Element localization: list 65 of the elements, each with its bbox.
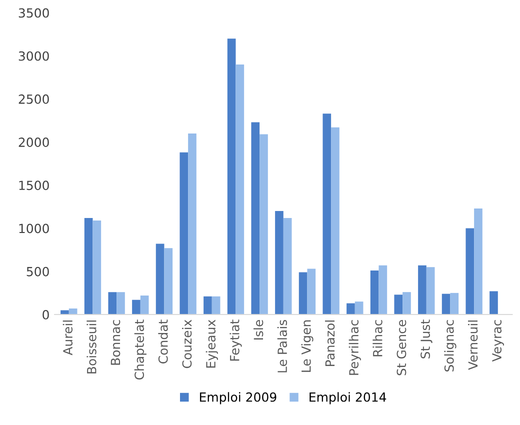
x-tick-label: Le Palais [277,320,288,372]
y-tick-label: 0 [42,310,49,320]
bar [298,272,308,314]
y-tick-label: 3000 [18,51,49,61]
x-tick-label: Chaptelat [134,320,146,380]
bar [418,265,426,314]
bar [108,292,117,314]
x-tick-label: Eyjeaux [206,320,218,368]
bar [322,114,332,314]
x-tick-label: Le Vigen [301,320,314,372]
y-tick-label: 2500 [18,94,49,104]
bar [474,208,482,314]
x-tick-label: Bonnac [110,320,120,365]
bar [260,134,268,314]
bar [307,268,316,314]
bar [450,292,459,314]
x-tick-label: Boisseuil [86,320,96,374]
bar [227,38,236,314]
bar [164,248,173,314]
x-tick-label: Condat [158,320,168,364]
bar [116,292,125,314]
bar [132,300,140,314]
x-tick-label: Isle [254,320,264,340]
bar [394,294,403,314]
x-tick-label: Feytiat [230,320,242,361]
bar [275,211,284,314]
bar [402,292,411,314]
bar [251,122,260,314]
x-tick-label: Veyrac [492,320,504,362]
x-tick-label: Rilhac [372,320,382,356]
bar [466,228,474,314]
y-tick-label: 1000 [19,224,49,234]
y-tick-label: 500 [26,266,49,276]
bar [346,303,355,314]
legend-label: Emploi 2014 [310,392,386,404]
y-tick-label: 3500 [18,8,49,18]
bar [84,218,93,314]
bar [188,133,196,314]
x-tick-label: Panazol [325,320,335,366]
bar [236,64,244,314]
legend-label: Emploi 2009 [200,392,276,404]
bar [370,270,379,314]
bar [60,310,69,314]
bar [331,127,340,314]
x-tick-label: Couzeix [182,320,192,368]
x-tick-label: Peyrilhac [348,320,361,375]
bar [442,294,450,314]
bar [378,265,388,314]
x-tick-label: St Gence [396,320,406,376]
bar [354,302,364,314]
bar [283,218,292,314]
bar [180,152,188,314]
x-tick-label: Aureil [62,320,73,356]
bar [92,220,102,314]
bar [212,296,220,314]
bar [426,267,435,314]
x-tick-label: St Just [420,320,432,358]
bar [140,296,149,314]
bar [490,291,498,314]
bar [204,296,212,314]
bar [156,244,164,314]
x-tick-label: Solignac [444,320,456,372]
y-tick-label: 1500 [19,180,49,190]
y-tick-label: 2000 [18,138,49,147]
x-tick-label: Verneuil [468,320,478,370]
